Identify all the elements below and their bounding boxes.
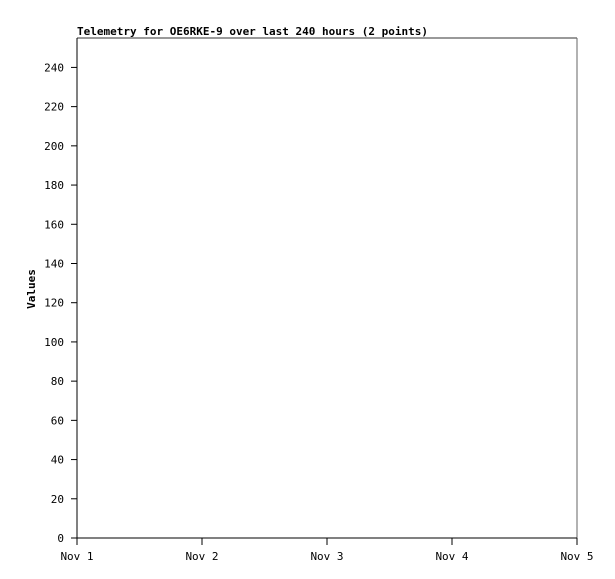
y-tick-label: 100 xyxy=(44,336,64,349)
y-tick-label: 0 xyxy=(57,532,64,545)
y-tick-label: 220 xyxy=(44,101,64,114)
x-tick-label: Nov 5 xyxy=(560,550,593,563)
chart-title: Telemetry for OE6RKE-9 over last 240 hou… xyxy=(77,25,428,38)
y-axis-label: Values xyxy=(25,269,38,309)
x-tick-label: Nov 2 xyxy=(185,550,218,563)
y-tick-label: 120 xyxy=(44,297,64,310)
x-tick-label: Nov 1 xyxy=(60,550,93,563)
y-tick-label: 200 xyxy=(44,140,64,153)
y-tick-label: 140 xyxy=(44,257,64,270)
y-tick-label: 60 xyxy=(51,414,64,427)
y-tick-label: 40 xyxy=(51,454,64,467)
y-tick-label: 240 xyxy=(44,61,64,74)
x-tick-label: Nov 4 xyxy=(435,550,468,563)
y-tick-label: 80 xyxy=(51,375,64,388)
y-tick-label: 160 xyxy=(44,218,64,231)
x-tick-label: Nov 3 xyxy=(310,550,343,563)
y-tick-label: 180 xyxy=(44,179,64,192)
y-tick-label: 20 xyxy=(51,493,64,506)
plot-area xyxy=(77,38,577,538)
